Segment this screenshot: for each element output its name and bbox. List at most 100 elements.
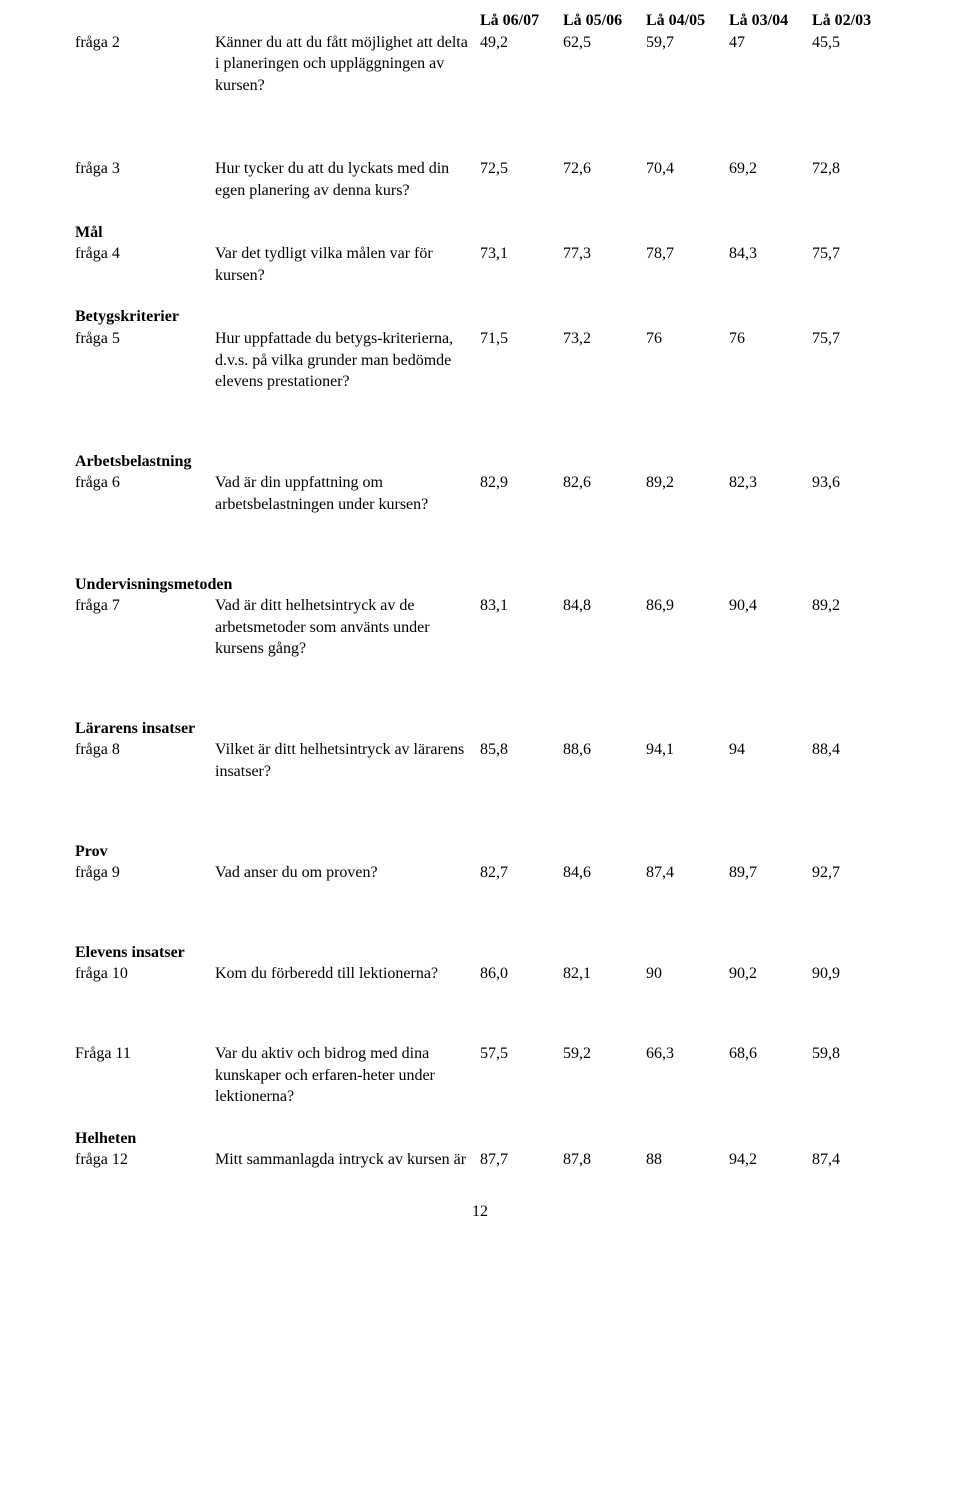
val-fraga-3-2: 72,6: [563, 158, 646, 180]
val-fraga-7-1: 83,1: [480, 595, 563, 617]
val-fraga-3-1: 72,5: [480, 158, 563, 180]
section-hel: Helheten: [75, 1128, 885, 1150]
val-fraga-7-3: 86,9: [646, 595, 729, 617]
val-fraga-12-4: 94,2: [729, 1149, 812, 1171]
val-fraga-2-1: 49,2: [480, 32, 563, 54]
desc-fraga-12: Mitt sammanlagda intryck av kursen är: [215, 1149, 480, 1171]
val-fraga-7-5: 89,2: [812, 595, 895, 617]
section-prov: Prov: [75, 841, 885, 863]
val-fraga-5-5: 75,7: [812, 328, 895, 350]
label-fraga-2: fråga 2: [75, 32, 215, 54]
val-fraga-5-1: 71,5: [480, 328, 563, 350]
val-fraga-4-4: 84,3: [729, 243, 812, 265]
val-fraga-6-1: 82,9: [480, 472, 563, 494]
row-fraga-5: fråga 5 Hur uppfattade du betygs-kriteri…: [75, 328, 885, 393]
row-fraga-4: fråga 4 Var det tydligt vilka målen var …: [75, 243, 885, 286]
val-fraga-2-4: 47: [729, 32, 812, 54]
val-fraga-9-1: 82,7: [480, 862, 563, 884]
section-larar: Lärarens insatser: [75, 718, 885, 740]
label-fraga-6: fråga 6: [75, 472, 215, 494]
section-header-hel: Helheten: [75, 1128, 215, 1150]
val-fraga-8-4: 94: [729, 739, 812, 761]
desc-fraga-3: Hur tycker du att du lyckats med din ege…: [215, 158, 480, 201]
label-fraga-9: fråga 9: [75, 862, 215, 884]
val-fraga-6-4: 82,3: [729, 472, 812, 494]
section-header-betyg: Betygskriterier: [75, 306, 215, 328]
val-fraga-11-2: 59,2: [563, 1043, 646, 1065]
row-fraga-12: fråga 12 Mitt sammanlagda intryck av kur…: [75, 1149, 885, 1171]
val-fraga-4-3: 78,7: [646, 243, 729, 265]
val-fraga-3-4: 69,2: [729, 158, 812, 180]
label-fraga-11: Fråga 11: [75, 1043, 215, 1065]
label-fraga-12: fråga 12: [75, 1149, 215, 1171]
row-fraga-11: Fråga 11 Var du aktiv och bidrog med din…: [75, 1043, 885, 1108]
val-fraga-9-2: 84,6: [563, 862, 646, 884]
val-fraga-10-4: 90,2: [729, 963, 812, 985]
val-fraga-12-3: 88: [646, 1149, 729, 1171]
val-fraga-3-5: 72,8: [812, 158, 895, 180]
header-c5: Lå 02/03: [812, 10, 895, 32]
val-fraga-11-3: 66,3: [646, 1043, 729, 1065]
desc-fraga-5: Hur uppfattade du betygs-kriterierna, d.…: [215, 328, 480, 393]
val-fraga-8-2: 88,6: [563, 739, 646, 761]
val-fraga-10-2: 82,1: [563, 963, 646, 985]
section-mal: Mål: [75, 222, 885, 244]
desc-fraga-6: Vad är din uppfattning om arbetsbelastni…: [215, 472, 480, 515]
row-fraga-10: fråga 10 Kom du förberedd till lektioner…: [75, 963, 885, 985]
val-fraga-4-2: 77,3: [563, 243, 646, 265]
header-c4: Lå 03/04: [729, 10, 812, 32]
header-c3: Lå 04/05: [646, 10, 729, 32]
val-fraga-8-3: 94,1: [646, 739, 729, 761]
section-header-elev: Elevens insatser: [75, 942, 185, 964]
row-fraga-2: fråga 2 Känner du att du fått möjlighet …: [75, 32, 885, 97]
val-fraga-4-1: 73,1: [480, 243, 563, 265]
label-fraga-10: fråga 10: [75, 963, 215, 985]
val-fraga-9-5: 92,7: [812, 862, 895, 884]
desc-fraga-7: Vad är ditt helhetsintryck av de arbetsm…: [215, 595, 480, 660]
section-betyg: Betygskriterier: [75, 306, 885, 328]
val-fraga-10-5: 90,9: [812, 963, 895, 985]
val-fraga-7-4: 90,4: [729, 595, 812, 617]
val-fraga-5-2: 73,2: [563, 328, 646, 350]
section-underv: Undervisningsmetoden: [75, 574, 885, 596]
section-arbets: Arbetsbelastning: [75, 451, 885, 473]
section-header-larar: Lärarens insatser: [75, 718, 195, 740]
desc-fraga-2: Känner du att du fått möjlighet att delt…: [215, 32, 480, 97]
val-fraga-5-3: 76: [646, 328, 729, 350]
row-fraga-9: fråga 9 Vad anser du om proven? 82,7 84,…: [75, 862, 885, 884]
val-fraga-4-5: 75,7: [812, 243, 895, 265]
row-fraga-8: fråga 8 Vilket är ditt helhetsintryck av…: [75, 739, 885, 782]
desc-fraga-11: Var du aktiv och bidrog med dina kunskap…: [215, 1043, 480, 1108]
desc-fraga-9: Vad anser du om proven?: [215, 862, 480, 884]
val-fraga-11-4: 68,6: [729, 1043, 812, 1065]
section-header-prov: Prov: [75, 841, 215, 863]
val-fraga-9-4: 89,7: [729, 862, 812, 884]
desc-fraga-4: Var det tydligt vilka målen var för kurs…: [215, 243, 480, 286]
val-fraga-6-5: 93,6: [812, 472, 895, 494]
section-header-arbets: Arbetsbelastning: [75, 451, 191, 473]
val-fraga-2-3: 59,7: [646, 32, 729, 54]
desc-fraga-10: Kom du förberedd till lektionerna?: [215, 963, 480, 985]
header-c2: Lå 05/06: [563, 10, 646, 32]
val-fraga-8-1: 85,8: [480, 739, 563, 761]
val-fraga-12-2: 87,8: [563, 1149, 646, 1171]
row-fraga-6: fråga 6 Vad är din uppfattning om arbets…: [75, 472, 885, 515]
val-fraga-5-4: 76: [729, 328, 812, 350]
label-fraga-4: fråga 4: [75, 243, 215, 265]
header-c1: Lå 06/07: [480, 10, 563, 32]
val-fraga-11-5: 59,8: [812, 1043, 895, 1065]
val-fraga-3-3: 70,4: [646, 158, 729, 180]
document-page: Lå 06/07 Lå 05/06 Lå 04/05 Lå 03/04 Lå 0…: [0, 0, 960, 1511]
val-fraga-8-5: 88,4: [812, 739, 895, 761]
row-fraga-3: fråga 3 Hur tycker du att du lyckats med…: [75, 158, 885, 201]
val-fraga-10-1: 86,0: [480, 963, 563, 985]
label-fraga-7: fråga 7: [75, 595, 215, 617]
val-fraga-11-1: 57,5: [480, 1043, 563, 1065]
page-number: 12: [75, 1203, 885, 1221]
val-fraga-6-2: 82,6: [563, 472, 646, 494]
val-fraga-12-5: 87,4: [812, 1149, 895, 1171]
val-fraga-7-2: 84,8: [563, 595, 646, 617]
val-fraga-6-3: 89,2: [646, 472, 729, 494]
section-header-underv: Undervisningsmetoden: [75, 574, 232, 596]
val-fraga-10-3: 90: [646, 963, 729, 985]
